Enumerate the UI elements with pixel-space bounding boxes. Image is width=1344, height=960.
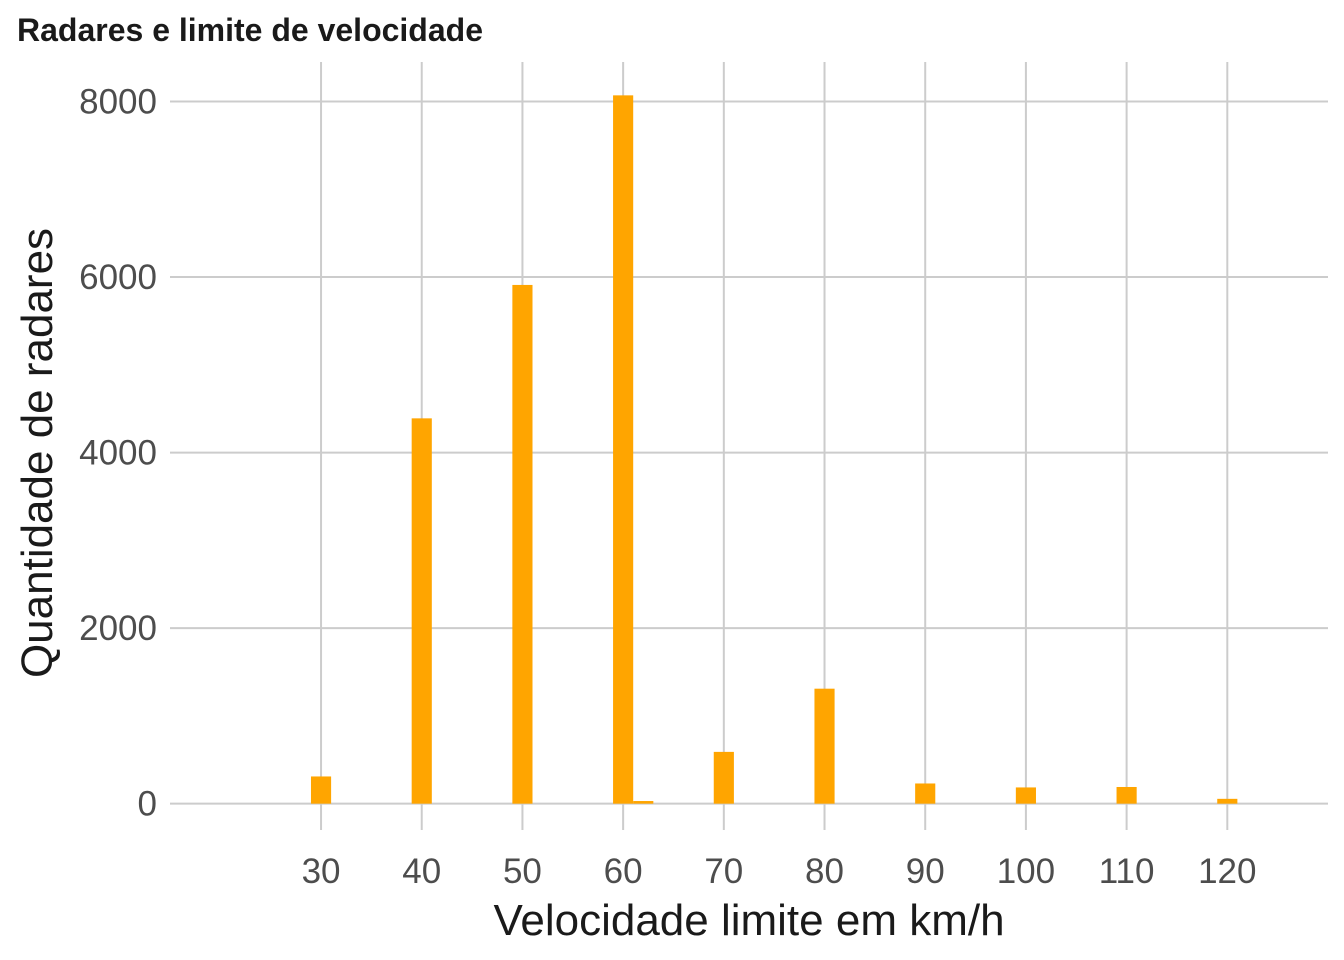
x-tick-label-70: 70 [704,852,743,891]
y-axis-title: Quantidade de radares [13,228,62,678]
y-tick-label-6000: 6000 [79,258,157,297]
bar-40 [411,418,432,804]
horizontal-gridlines [170,100,1328,805]
y-tick-label-2000: 2000 [79,609,157,648]
y-tick-label-4000: 4000 [79,434,157,473]
y-tick-labels: 0 2000 4000 6000 8000 [79,82,157,823]
bar-62 [633,801,654,804]
bar-60 [613,95,634,804]
x-axis-title: Velocidade limite em km/h [493,896,1004,945]
x-tick-label-110: 110 [1099,852,1155,891]
x-tick-label-30: 30 [302,852,341,891]
x-tick-label-50: 50 [503,852,542,891]
x-tick-label-60: 60 [604,852,643,891]
bar-120 [1217,798,1238,804]
bar-90 [915,783,936,804]
bar-100 [1015,787,1036,804]
x-tick-label-100: 100 [997,852,1055,891]
y-tick-label-0: 0 [138,785,157,824]
x-tick-label-120: 120 [1198,852,1256,891]
bars [310,95,1238,804]
x-tick-label-40: 40 [402,852,441,891]
chart-title: Radares e limite de velocidade [17,12,483,48]
vertical-gridlines [320,62,1229,830]
bar-110 [1116,786,1137,804]
x-tick-label-90: 90 [906,852,945,891]
bar-80 [814,688,835,804]
y-tick-label-8000: 8000 [79,82,157,121]
x-tick-labels: 30 40 50 60 70 80 90 100 110 120 [302,852,1257,891]
bar-30 [310,776,332,804]
bar-50 [512,284,533,804]
bar-70 [713,751,734,804]
x-tick-label-80: 80 [805,852,844,891]
